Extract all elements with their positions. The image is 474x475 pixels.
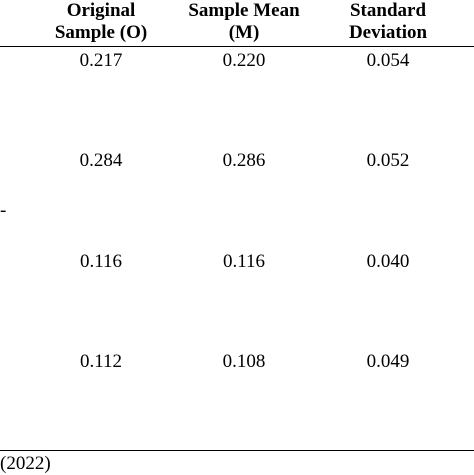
header-t-statistic-partial: T (|: [462, 0, 474, 44]
row-label-fragment: -: [0, 200, 7, 221]
table-cell: 0.054: [366, 50, 410, 71]
table-cell: 0.220: [222, 50, 266, 71]
table-cell: 0.112: [79, 351, 123, 372]
table-cell: 0.108: [222, 351, 266, 372]
header-original-sample: Original Sample (O): [54, 0, 148, 43]
table-cell: 0.286: [222, 150, 266, 171]
header-standard-deviation: Standard Deviation: [348, 0, 428, 43]
header-sample-mean: Sample Mean (M): [188, 0, 300, 43]
table-header-rule: [0, 46, 474, 47]
table-cell: 0.217: [79, 50, 123, 71]
table-cell: 0.284: [79, 150, 123, 171]
table-cell: 0.040: [366, 251, 410, 272]
source-footnote: (2022): [0, 453, 51, 474]
table-bottom-rule: [0, 450, 474, 451]
table-cell: 0.116: [222, 251, 266, 272]
table-cell: 0.052: [366, 150, 410, 171]
table-cell: 0.049: [366, 351, 410, 372]
table-cell: 0.116: [79, 251, 123, 272]
